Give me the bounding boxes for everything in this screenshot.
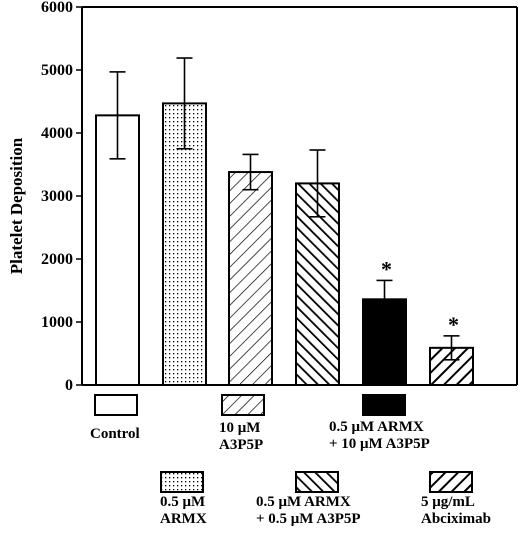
legend-swatch-1 <box>94 394 138 416</box>
legend-label-2-line1: 0.5 μM <box>160 494 205 510</box>
legend-label-3-line1: 10 μM <box>219 420 260 436</box>
significance-marker-5: * <box>381 256 392 281</box>
legend-swatch-5 <box>362 394 406 416</box>
bar-2 <box>162 102 207 386</box>
legend-label-5-line1: 0.5 μM ARMX <box>329 419 424 435</box>
legend-label-5-line2: + 10 μM A3P5P <box>329 436 430 452</box>
legend-swatch-4 <box>295 471 339 493</box>
bars: ** <box>95 57 474 387</box>
legend-swatch-2 <box>160 471 204 493</box>
legend-label-4-line2: + 0.5 μM A3P5P <box>256 511 361 527</box>
legend-label-6-line1: 5 μg/mL <box>421 494 475 510</box>
y-tick-label: 0 <box>65 377 73 394</box>
y-tick-label: 1000 <box>41 314 73 331</box>
y-tick-label: 6000 <box>41 0 73 16</box>
significance-marker-6: * <box>448 312 459 337</box>
y-tick-label: 2000 <box>41 251 73 268</box>
y-tick-label: 3000 <box>41 188 73 205</box>
legend-label-1-line1: Control <box>90 426 140 442</box>
y-tick-label: 4000 <box>41 125 73 142</box>
legend-swatch-3 <box>221 394 265 416</box>
bar-1 <box>95 114 140 387</box>
y-axis-label: Platelet Deposition <box>7 137 26 274</box>
bar-3 <box>228 171 273 386</box>
legend-label-4-line1: 0.5 μM ARMX <box>256 494 351 510</box>
legend-label-3-line2: A3P5P <box>219 437 263 453</box>
legend-label-6-line2: Abciximab <box>421 511 491 527</box>
axes: 0 1000 2000 3000 4000 5000 6000 Platelet Deposi… <box>7 0 518 394</box>
y-tick-label: 5000 <box>41 62 73 79</box>
legend-label-2-line2: ARMX <box>160 511 207 527</box>
legend-swatch-6 <box>429 471 473 493</box>
